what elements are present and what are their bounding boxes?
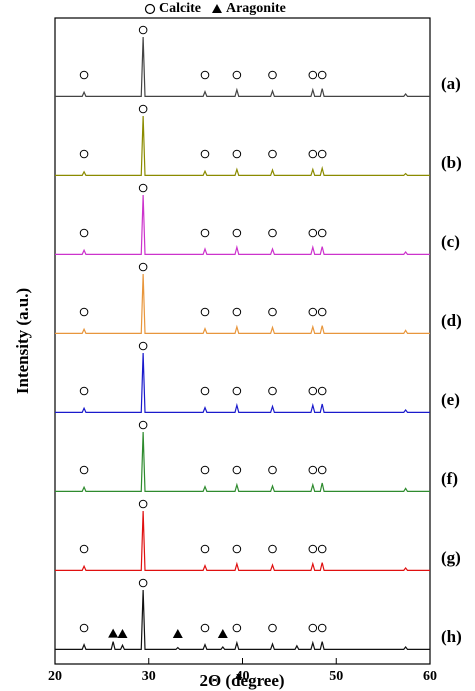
calcite-marker (138, 499, 148, 509)
x-tick-label: 60 (423, 669, 437, 684)
calcite-marker (308, 623, 318, 633)
calcite-marker (317, 544, 327, 554)
calcite-marker (232, 544, 242, 554)
calcite-marker (317, 307, 327, 317)
calcite-marker (200, 386, 210, 396)
calcite-marker (138, 183, 148, 193)
calcite-marker (138, 578, 148, 588)
calcite-marker (200, 149, 210, 159)
calcite-marker (268, 70, 277, 80)
series-label: (a) (441, 74, 461, 93)
calcite-marker (79, 386, 89, 396)
calcite-marker (79, 623, 89, 633)
calcite-marker (200, 623, 210, 633)
series-label: (g) (441, 548, 461, 567)
calcite-marker (79, 149, 89, 159)
series-label: (d) (441, 311, 462, 330)
calcite-marker (268, 465, 277, 475)
calcite-marker (138, 420, 148, 430)
calcite-marker (268, 544, 277, 554)
series-label: (f) (441, 469, 458, 488)
legend-symbol (144, 3, 156, 15)
calcite-marker (308, 228, 318, 238)
pattern-line (55, 36, 430, 97)
calcite-marker (138, 25, 148, 35)
pattern-line (55, 273, 430, 334)
calcite-marker (79, 228, 89, 238)
calcite-marker (308, 465, 318, 475)
pattern-line (55, 115, 430, 176)
pattern-line (55, 194, 430, 255)
x-tick-label: 50 (329, 669, 343, 684)
x-axis-label: 2Θ (degree) (199, 671, 284, 690)
calcite-marker (232, 386, 242, 396)
calcite-marker (79, 465, 89, 475)
y-axis-label: Intensity (a.u.) (13, 288, 32, 394)
legend-label: Aragonite (226, 1, 286, 16)
calcite-marker (308, 386, 318, 396)
legend-symbol (211, 4, 222, 13)
aragonite-marker (172, 629, 183, 638)
aragonite-marker (217, 629, 228, 638)
calcite-marker (317, 228, 327, 238)
aragonite-marker (108, 628, 119, 638)
calcite-marker (308, 544, 318, 554)
x-tick-label: 20 (48, 669, 62, 684)
pattern-line (55, 352, 430, 413)
legend-label: Calcite (159, 1, 201, 16)
calcite-marker (232, 623, 242, 633)
calcite-marker (268, 149, 277, 159)
calcite-marker (200, 544, 210, 554)
x-tick-label: 40 (236, 669, 250, 684)
calcite-marker (308, 307, 318, 317)
calcite-marker (317, 623, 327, 633)
calcite-marker (200, 465, 210, 475)
calcite-marker (317, 70, 327, 80)
plot-frame (54, 17, 431, 665)
calcite-marker (79, 544, 89, 554)
series-label: (e) (441, 390, 460, 409)
calcite-marker (200, 228, 210, 238)
calcite-marker (138, 262, 148, 272)
calcite-marker (232, 307, 242, 317)
calcite-marker (79, 70, 89, 80)
series-label: (b) (441, 153, 462, 172)
calcite-marker (317, 386, 327, 396)
calcite-marker (200, 307, 210, 317)
calcite-marker (232, 228, 242, 238)
x-tick-label: 30 (142, 669, 156, 684)
calcite-marker (138, 341, 148, 351)
calcite-marker (268, 623, 277, 633)
pattern-line (55, 510, 430, 571)
calcite-marker (232, 70, 242, 80)
calcite-marker (317, 149, 327, 159)
calcite-marker (308, 149, 318, 159)
calcite-marker (268, 386, 277, 396)
calcite-marker (317, 465, 327, 475)
calcite-marker (268, 228, 277, 238)
series-label: (c) (441, 232, 460, 251)
calcite-marker (232, 149, 242, 159)
calcite-marker (268, 307, 277, 317)
calcite-marker (200, 70, 210, 80)
calcite-marker (79, 307, 89, 317)
calcite-marker (308, 70, 318, 80)
calcite-marker (138, 104, 148, 114)
pattern-line (55, 431, 430, 492)
series-label: (h) (441, 627, 462, 646)
pattern-line (55, 589, 430, 650)
calcite-marker (232, 465, 242, 475)
aragonite-marker (117, 629, 128, 638)
